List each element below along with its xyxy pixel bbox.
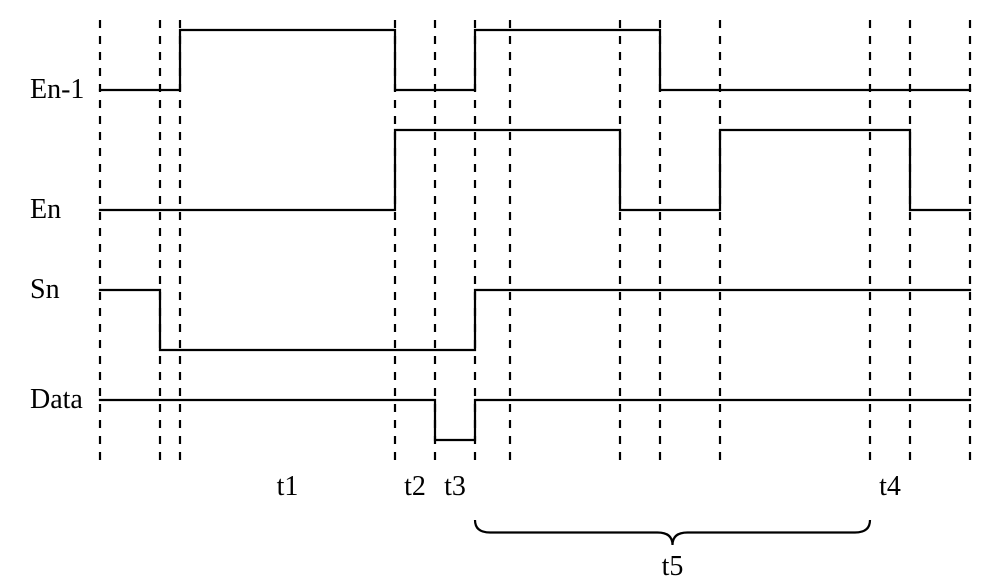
signal-waveform-sn xyxy=(100,290,970,350)
time-label-t3: t3 xyxy=(444,471,466,502)
signal-label-en: En xyxy=(30,194,61,225)
signal-waveform-en-1 xyxy=(100,30,970,90)
signal-label-data: Data xyxy=(30,384,83,415)
time-label-t1: t1 xyxy=(277,471,299,502)
timing-diagram: En-1 En Sn Data t1 t2 t3 t4 t5 xyxy=(0,0,1000,585)
brace-t5 xyxy=(475,520,870,545)
brace-label-t5: t5 xyxy=(662,551,684,582)
signal-waveform-en xyxy=(100,130,970,210)
time-label-t2: t2 xyxy=(404,471,426,502)
signal-label-sn: Sn xyxy=(30,274,60,305)
time-label-t4: t4 xyxy=(879,471,901,502)
signal-label-en-1: En-1 xyxy=(30,74,84,105)
signal-waveform-data xyxy=(100,400,970,440)
